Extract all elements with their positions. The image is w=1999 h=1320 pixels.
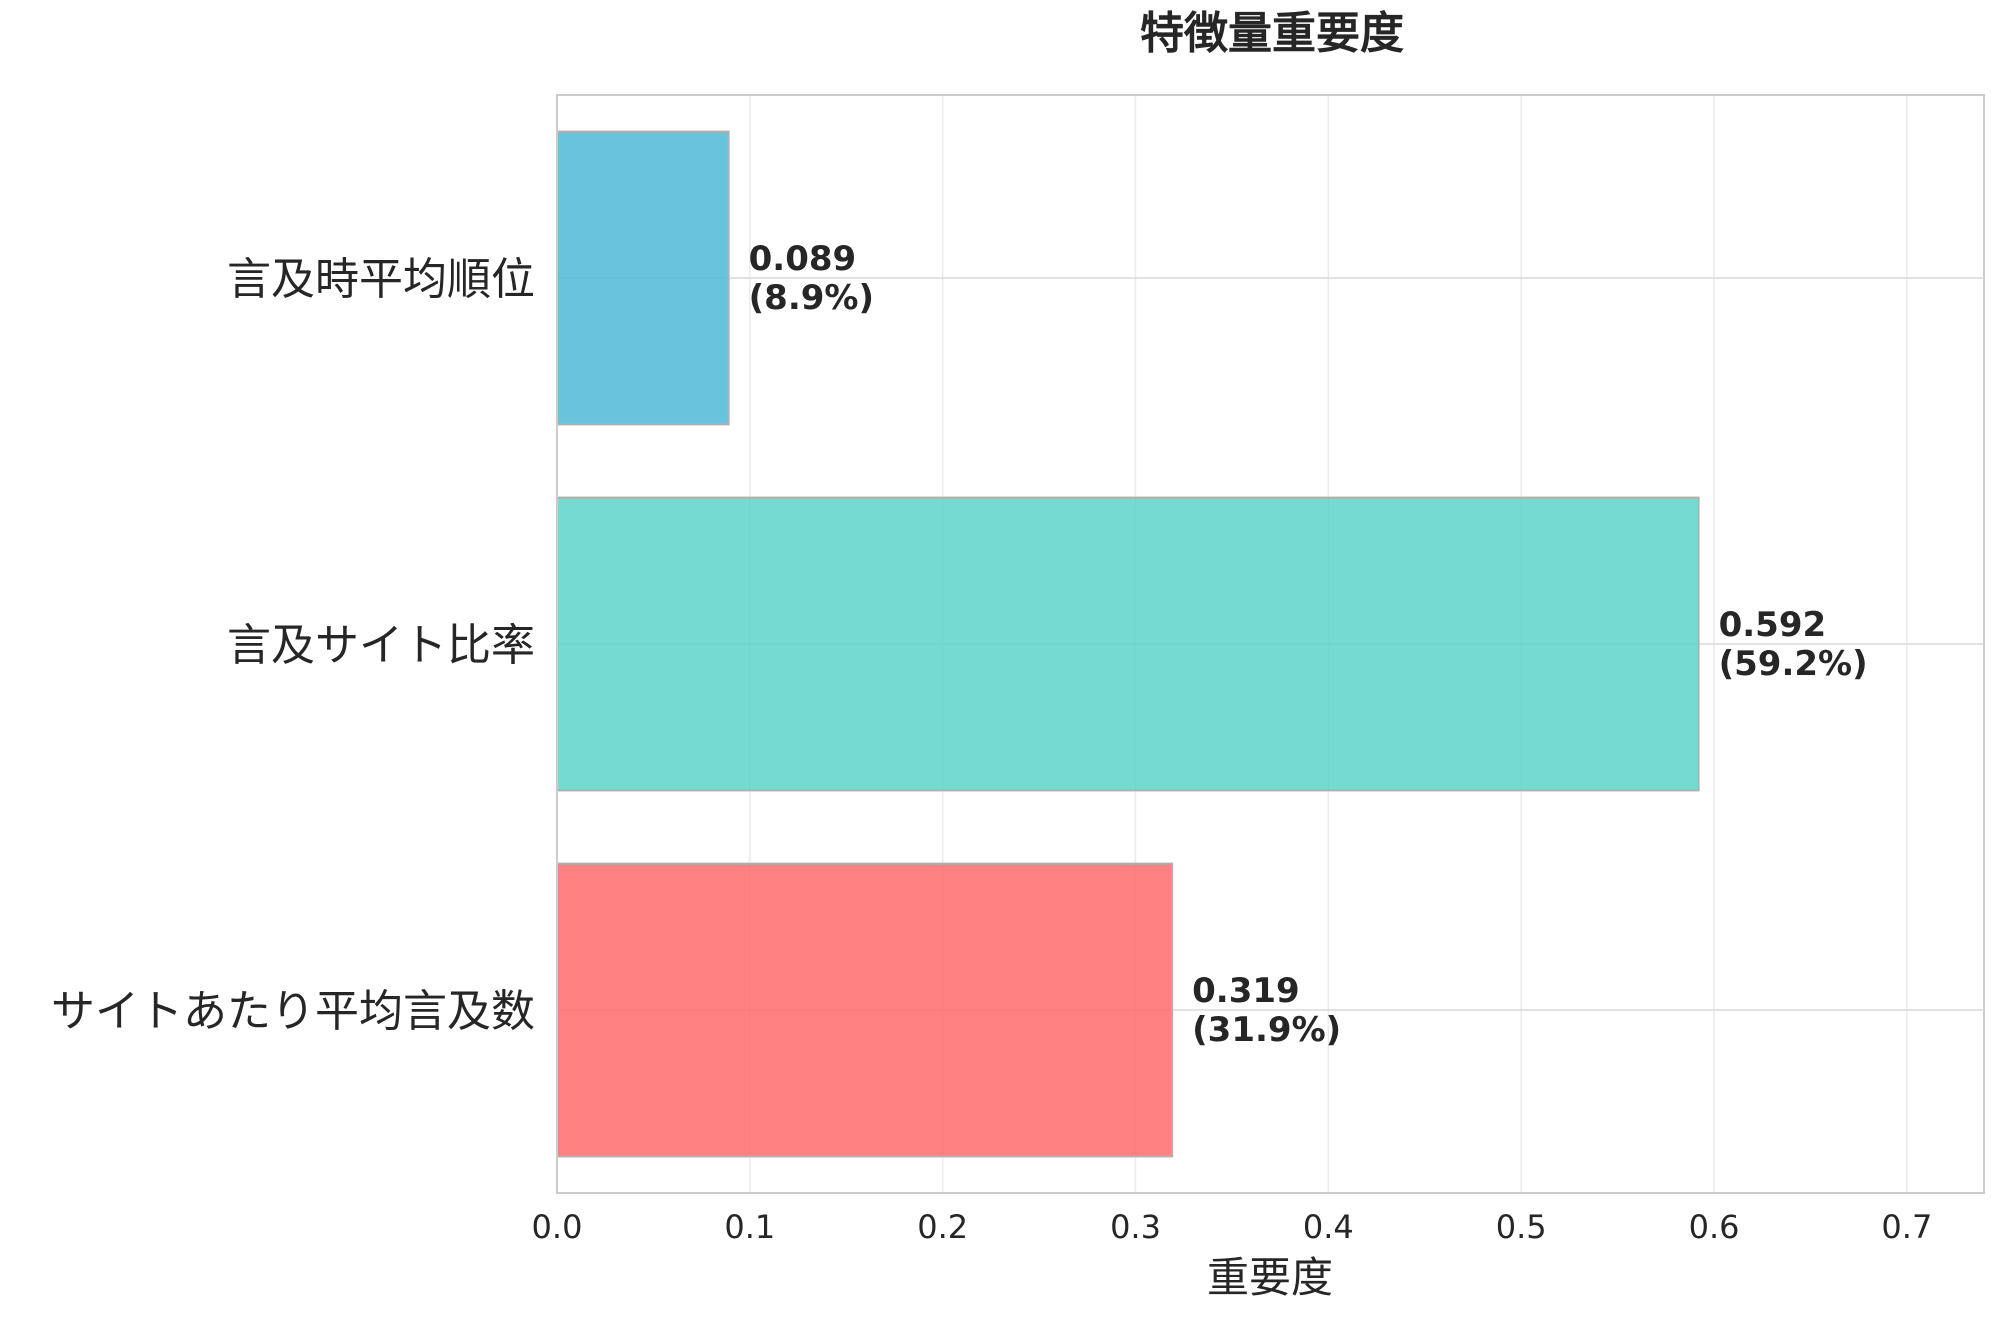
x-tick-label: 0.7 — [1881, 1208, 1932, 1246]
x-tick-label: 0.3 — [1110, 1208, 1161, 1246]
category-label: 言及時平均順位 — [227, 254, 535, 305]
x-tick-labels: 0.0 0.1 0.2 0.3 0.4 0.5 0.6 0.7 — [532, 1208, 1933, 1246]
x-tick-label: 0.4 — [1303, 1208, 1354, 1246]
bars — [556, 130, 1700, 1158]
x-tick-label: 0.0 — [532, 1208, 583, 1246]
x-tick-label: 0.6 — [1689, 1208, 1740, 1246]
bar — [556, 130, 730, 426]
data-label-value: 0.089 — [749, 239, 857, 279]
data-label-percent: (59.2%) — [1719, 644, 1868, 684]
data-label-value: 0.319 — [1192, 971, 1300, 1011]
chart-title: 特徴量重要度 — [1140, 8, 1404, 59]
plot-frame — [556, 94, 1985, 1194]
data-label-percent: (8.9%) — [749, 278, 874, 318]
data-label-percent: (31.9%) — [1192, 1010, 1341, 1050]
data-labels: 0.089(8.9%) 0.592(59.2%) 0.319(31.9%) — [749, 239, 1868, 1050]
bar — [556, 496, 1700, 792]
x-tick-label: 0.1 — [724, 1208, 775, 1246]
x-tick-label: 0.2 — [917, 1208, 968, 1246]
x-axis-label: 重要度 — [1207, 1253, 1333, 1302]
data-label-value: 0.592 — [1719, 605, 1827, 645]
category-label: 言及サイト比率 — [227, 620, 535, 671]
category-label: サイトあたり平均言及数 — [51, 986, 535, 1037]
x-tick-label: 0.5 — [1496, 1208, 1547, 1246]
bar — [556, 862, 1174, 1158]
